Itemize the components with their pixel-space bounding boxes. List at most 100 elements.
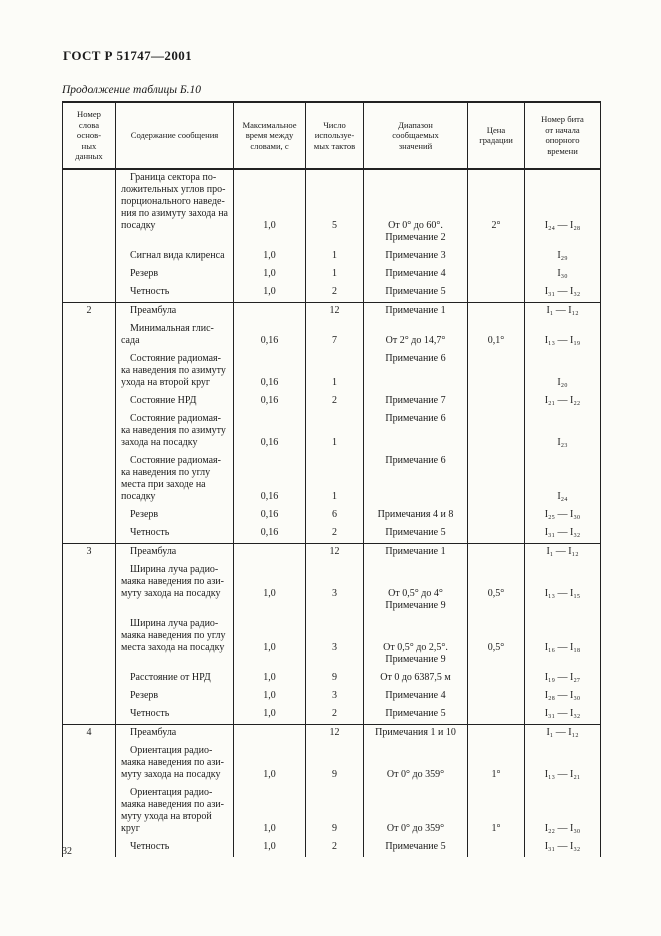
cell-word-number <box>63 350 116 393</box>
cell-grade: 0,5° <box>468 615 525 670</box>
cell-grade <box>468 524 525 543</box>
cell-word-number <box>63 169 116 248</box>
cell-grade <box>468 392 525 411</box>
cell-bits: I₁₃ — I₁₉ <box>525 320 601 351</box>
cell-range: Примечание 5 <box>364 838 468 857</box>
cell-bits: I₁₃ — I₁₅ <box>525 561 601 616</box>
cell-content: Четность <box>116 838 234 857</box>
cell-time <box>234 302 306 321</box>
cell-cycles: 12 <box>306 724 364 743</box>
table-body: Граница сектора по- ложительных углов пр… <box>63 169 601 857</box>
cell-word-number <box>63 669 116 688</box>
cell-cycles: 12 <box>306 302 364 321</box>
cell-content: Ориентация радио- маяка наведения по ази… <box>116 742 234 785</box>
table-row: 3 Преамбула 12 Примечание 1 I₁ — I₁₂ <box>63 543 601 562</box>
cell-grade: 1° <box>468 742 525 785</box>
cell-cycles: 1 <box>306 350 364 393</box>
cell-time: 1,0 <box>234 838 306 857</box>
cell-word-number <box>63 410 116 453</box>
cell-content: Четность <box>116 283 234 302</box>
cell-range: Примечание 6 <box>364 452 468 507</box>
page-number: 32 <box>62 846 72 857</box>
cell-range: Примечание 1 <box>364 543 468 562</box>
cell-content: Резерв <box>116 687 234 706</box>
cell-cycles: 2 <box>306 705 364 724</box>
cell-time: 0,16 <box>234 524 306 543</box>
cell-time: 1,0 <box>234 283 306 302</box>
cell-word-number <box>63 742 116 785</box>
cell-range: Примечание 1 <box>364 302 468 321</box>
table-header-row: Номер слова основ- ных данных Содержание… <box>63 103 601 170</box>
cell-cycles: 9 <box>306 742 364 785</box>
cell-time: 1,0 <box>234 669 306 688</box>
table-section: Граница сектора по- ложительных углов пр… <box>63 169 601 303</box>
cell-bits: I₂₄ <box>525 452 601 507</box>
cell-content: Преамбула <box>116 724 234 743</box>
header-grade-value: Цена градации <box>468 103 525 168</box>
cell-range: Примечания 4 и 8 <box>364 506 468 525</box>
cell-cycles: 1 <box>306 452 364 507</box>
table-caption: Продолжение таблицы Б.10 <box>62 84 202 96</box>
cell-grade: 0,5° <box>468 561 525 616</box>
cell-word-number <box>63 561 116 616</box>
cell-bits: I₃₁ — I₃₂ <box>525 705 601 724</box>
cell-content: Расстояние от НРД <box>116 669 234 688</box>
table-row: Резерв 1,0 3 Примечание 4 I₂₈ — I₃₀ <box>63 687 601 706</box>
cell-grade <box>468 350 525 393</box>
table-row: Резерв 0,16 6 Примечания 4 и 8 I₂₅ — I₃₀ <box>63 506 601 525</box>
table-row: Ориентация радио- маяка наведения по ази… <box>63 784 601 839</box>
cell-range: Примечание 5 <box>364 283 468 302</box>
table-row: Состояние радиомая- ка наведения по азим… <box>63 410 601 453</box>
cell-range: Примечание 5 <box>364 524 468 543</box>
cell-bits: I₁₃ — I₂₁ <box>525 742 601 785</box>
cell-range: Примечание 4 <box>364 687 468 706</box>
cell-content: Состояние радиомая- ка наведения по углу… <box>116 452 234 507</box>
cell-grade <box>468 669 525 688</box>
cell-content: Резерв <box>116 265 234 284</box>
cell-time: 1,0 <box>234 705 306 724</box>
cell-range: Примечания 1 и 10 <box>364 724 468 743</box>
cell-content: Ширина луча радио- маяка наведения по уг… <box>116 615 234 670</box>
cell-word-number <box>63 524 116 543</box>
cell-time: 0,16 <box>234 410 306 453</box>
table-section: 2 Преамбула 12 Примечание 1 I₁ — I₁₂ Минималь… <box>63 302 601 544</box>
cell-bits: I₂₄ — I₂₈ <box>525 169 601 248</box>
cell-word-number <box>63 687 116 706</box>
cell-time: 1,0 <box>234 265 306 284</box>
cell-cycles: 7 <box>306 320 364 351</box>
cell-word-number <box>63 506 116 525</box>
cell-bits: I₂₀ <box>525 350 601 393</box>
cell-bits: I₃₁ — I₃₂ <box>525 838 601 857</box>
cell-word-number <box>63 705 116 724</box>
cell-range: Примечание 7 <box>364 392 468 411</box>
cell-content: Граница сектора по- ложительных углов пр… <box>116 169 234 248</box>
cell-cycles: 2 <box>306 392 364 411</box>
cell-grade <box>468 506 525 525</box>
table-row: Четность 1,0 2 Примечание 5 I₃₁ — I₃₂ <box>63 283 601 302</box>
cell-grade <box>468 452 525 507</box>
cell-word-number <box>63 838 116 857</box>
cell-range: От 0° до 359° <box>364 742 468 785</box>
cell-bits: I₃₁ — I₃₂ <box>525 283 601 302</box>
cell-range: Примечание 5 <box>364 705 468 724</box>
cell-word-number: 4 <box>63 724 116 743</box>
cell-cycles: 3 <box>306 561 364 616</box>
table-row: Ширина луча радио- маяка наведения по аз… <box>63 561 601 616</box>
cell-content: Состояние НРД <box>116 392 234 411</box>
cell-bits: I₂₉ <box>525 247 601 266</box>
cell-range: Примечание 4 <box>364 265 468 284</box>
cell-bits: I₂₁ — I₂₂ <box>525 392 601 411</box>
table-row: Резерв 1,0 1 Примечание 4 I₃₀ <box>63 265 601 284</box>
table-row: Минимальная глис- сада 0,16 7 От 2° до 14,7… <box>63 320 601 351</box>
table-row: Четность 0,16 2 Примечание 5 I₃₁ — I₃₂ <box>63 524 601 543</box>
cell-range: От 2° до 14,7° <box>364 320 468 351</box>
cell-word-number <box>63 615 116 670</box>
cell-cycles: 5 <box>306 169 364 248</box>
cell-content: Минимальная глис- сада <box>116 320 234 351</box>
table-row: 2 Преамбула 12 Примечание 1 I₁ — I₁₂ <box>63 302 601 321</box>
cell-bits: I₁ — I₁₂ <box>525 302 601 321</box>
cell-cycles: 1 <box>306 410 364 453</box>
cell-time <box>234 543 306 562</box>
cell-cycles: 1 <box>306 247 364 266</box>
